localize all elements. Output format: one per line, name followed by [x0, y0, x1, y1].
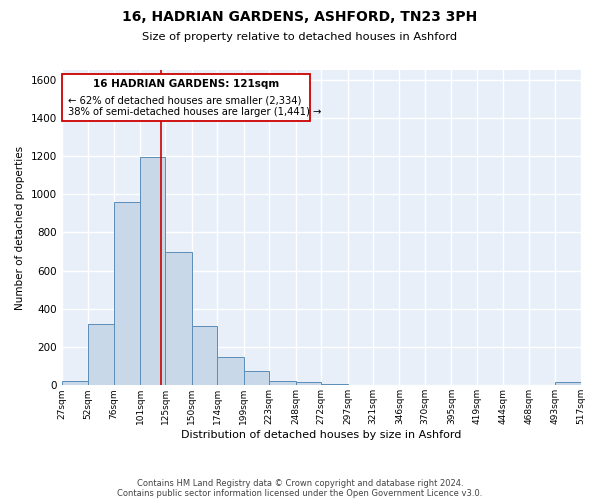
X-axis label: Distribution of detached houses by size in Ashford: Distribution of detached houses by size …	[181, 430, 461, 440]
Bar	[192, 326, 217, 386]
Bar	[321, 384, 347, 386]
Bar	[113, 202, 140, 386]
Bar	[555, 382, 581, 386]
FancyBboxPatch shape	[62, 74, 310, 120]
Text: 38% of semi-detached houses are larger (1,441) →: 38% of semi-detached houses are larger (…	[68, 107, 322, 117]
Text: ← 62% of detached houses are smaller (2,334): ← 62% of detached houses are smaller (2,…	[68, 95, 301, 105]
Bar	[296, 382, 321, 386]
Text: Size of property relative to detached houses in Ashford: Size of property relative to detached ho…	[142, 32, 458, 42]
Bar	[88, 324, 113, 386]
Bar	[244, 371, 269, 386]
Text: Contains public sector information licensed under the Open Government Licence v3: Contains public sector information licen…	[118, 488, 482, 498]
Y-axis label: Number of detached properties: Number of detached properties	[15, 146, 25, 310]
Text: 16 HADRIAN GARDENS: 121sqm: 16 HADRIAN GARDENS: 121sqm	[93, 79, 279, 89]
Text: Contains HM Land Registry data © Crown copyright and database right 2024.: Contains HM Land Registry data © Crown c…	[137, 478, 463, 488]
Bar	[166, 252, 192, 386]
Bar	[269, 380, 296, 386]
Bar	[217, 356, 244, 386]
Bar	[62, 380, 88, 386]
Text: 16, HADRIAN GARDENS, ASHFORD, TN23 3PH: 16, HADRIAN GARDENS, ASHFORD, TN23 3PH	[122, 10, 478, 24]
Bar	[140, 157, 166, 386]
